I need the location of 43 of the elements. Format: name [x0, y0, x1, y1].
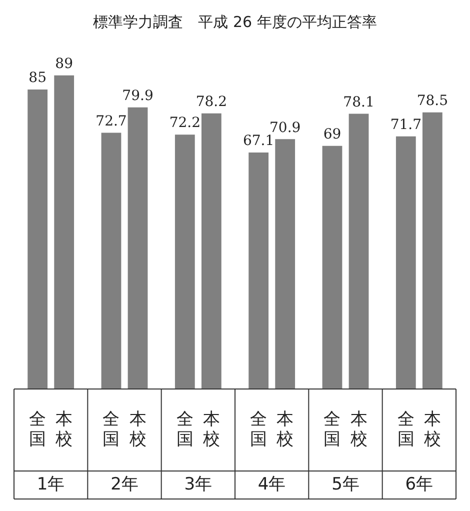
- x-tick-label: 1年: [36, 474, 65, 494]
- chart-title: 標準学力調査 平成 26 年度の平均正答率: [93, 12, 377, 31]
- x-tick-label: 3年: [184, 474, 212, 494]
- data-label: 72.2: [169, 115, 200, 132]
- x-tick-label: 6年: [405, 474, 434, 494]
- bar: [396, 136, 416, 389]
- bar: [248, 152, 269, 389]
- x-tick-label: 4年: [258, 474, 286, 494]
- bar: [128, 107, 148, 389]
- bar: [201, 113, 222, 389]
- data-label: 70.9: [270, 120, 301, 136]
- text: 本校: [424, 409, 441, 450]
- text: 全国: [102, 409, 120, 450]
- text: 全国: [176, 409, 194, 450]
- text: 本校: [202, 409, 220, 450]
- bar: [275, 139, 296, 389]
- data-label: 78.5: [416, 93, 448, 110]
- data-label: 89: [55, 56, 74, 72]
- series-label: 全国: [29, 409, 46, 450]
- data-label: 78.2: [196, 94, 228, 110]
- text: 全国: [250, 409, 268, 450]
- bar: [28, 89, 48, 389]
- bar: [101, 132, 122, 389]
- data-label: 79.9: [122, 88, 154, 104]
- data-label: 71.7: [390, 116, 422, 133]
- x-tick-label: 2年: [110, 474, 138, 494]
- bar: [322, 146, 342, 389]
- bar: [54, 75, 74, 389]
- text: 全国: [397, 409, 414, 450]
- data-label: 69: [323, 126, 342, 142]
- data-label: 85: [28, 70, 46, 86]
- data-label: 78.1: [343, 94, 374, 110]
- text: 本校: [276, 409, 294, 450]
- bar: [422, 112, 442, 389]
- text: 本校: [129, 409, 146, 450]
- text: 全国: [324, 409, 341, 450]
- bar: [348, 114, 369, 389]
- x-tick-label: 5年: [332, 474, 360, 494]
- text: 本校: [350, 409, 368, 450]
- bar: [174, 134, 195, 389]
- data-label: 72.7: [96, 113, 127, 130]
- series-label: 本校: [54, 409, 73, 450]
- data-label: 67.1: [242, 133, 274, 150]
